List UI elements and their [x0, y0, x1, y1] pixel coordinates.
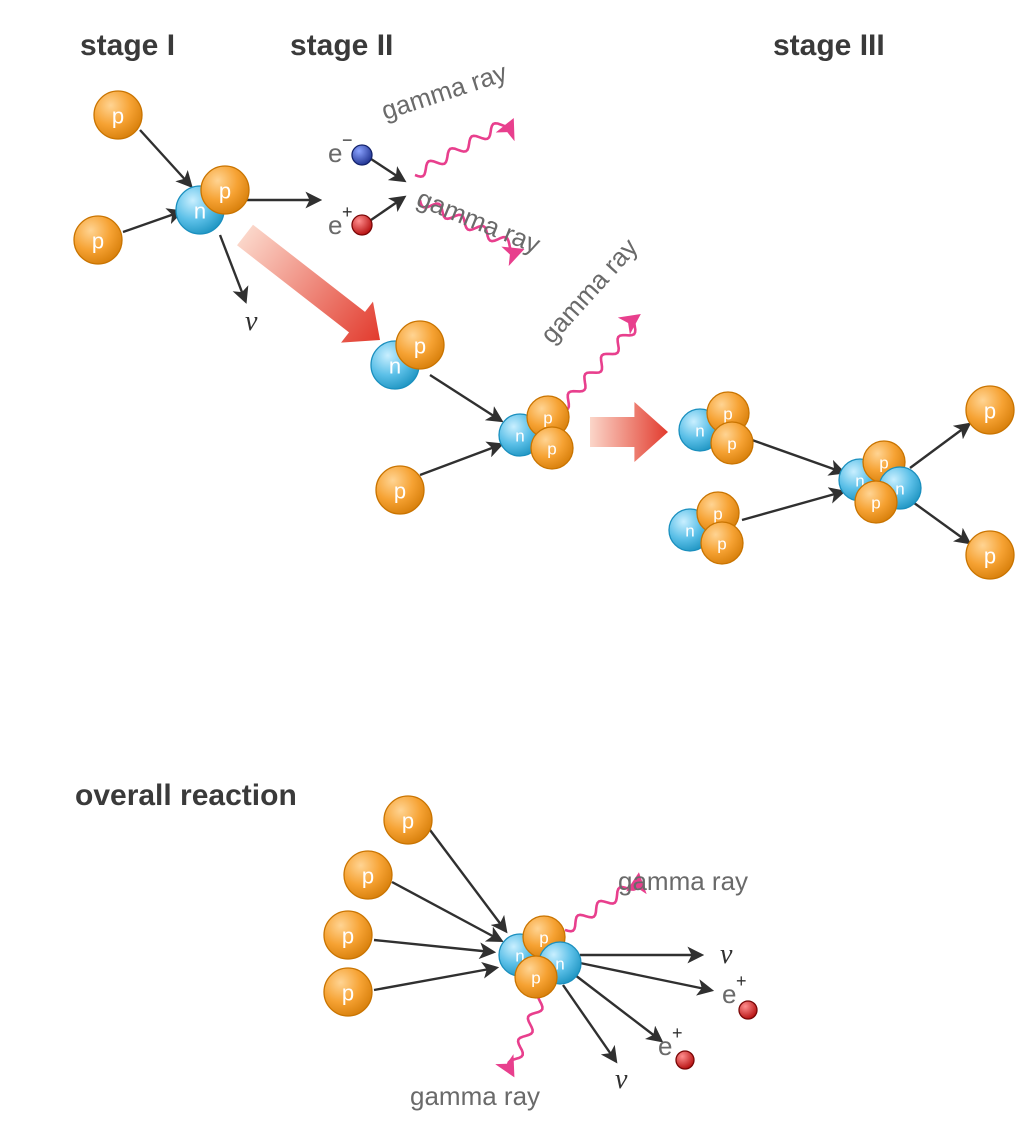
proton-particle: p	[396, 321, 444, 369]
label-sup: +	[736, 971, 747, 991]
particle-label: p	[342, 924, 354, 949]
proton-particle: p	[531, 427, 573, 469]
label-e_minus: e	[328, 138, 342, 168]
label-stage3: stage III	[773, 29, 885, 62]
particle-label: p	[414, 334, 426, 359]
label-sup: +	[672, 1023, 683, 1043]
proton-particle: p	[711, 422, 753, 464]
particle-label: p	[219, 179, 231, 204]
reaction-arrow	[563, 985, 615, 1060]
positron-particle	[739, 1001, 757, 1019]
proton-particle: p	[966, 531, 1014, 579]
reaction-arrow	[374, 968, 495, 990]
big-arrow	[229, 214, 396, 360]
pp-chain-diagram: ppnpnppnppnppnppnpnpppppppnpnp stage Ist…	[0, 0, 1029, 1127]
particle-label: p	[112, 104, 124, 129]
proton-particle: p	[324, 911, 372, 959]
big-arrow	[590, 402, 668, 462]
particle-label: p	[92, 229, 104, 254]
particle-label: n	[685, 522, 694, 541]
proton-particle: p	[94, 91, 142, 139]
gamma-ray-arrow	[508, 990, 545, 1073]
particle-label: p	[342, 981, 354, 1006]
proton-particle: p	[966, 386, 1014, 434]
particle-label: p	[984, 544, 996, 569]
label-gamma: gamma ray	[410, 1081, 540, 1111]
particle-label: p	[879, 454, 888, 473]
particle-label: p	[531, 969, 540, 988]
particle-label: n	[695, 422, 704, 441]
label-gamma: gamma ray	[534, 232, 643, 349]
particle-label: p	[402, 809, 414, 834]
reaction-arrow	[910, 500, 968, 542]
label-nu: ν	[720, 939, 733, 970]
particle-label: p	[713, 505, 722, 524]
proton-particle: p	[376, 466, 424, 514]
reaction-arrow	[371, 198, 403, 220]
label-sup: −	[342, 130, 353, 150]
particle-label: p	[539, 929, 548, 948]
label-overall: overall reaction	[75, 779, 297, 812]
gamma-ray-arrow	[415, 123, 512, 177]
positron-particle	[676, 1051, 694, 1069]
reaction-arrow	[371, 159, 403, 180]
proton-particle: p	[515, 956, 557, 998]
label-e_plus: e	[328, 210, 342, 240]
particle-label: p	[547, 440, 556, 459]
proton-particle: p	[384, 796, 432, 844]
label-gamma: gamma ray	[618, 866, 748, 896]
electron-particle	[352, 145, 372, 165]
particle-label: p	[543, 409, 552, 428]
proton-particle: p	[344, 851, 392, 899]
particle-label: p	[717, 535, 726, 554]
label-nu: ν	[615, 1064, 628, 1095]
label-e_plus: e	[722, 979, 736, 1009]
particle-label: p	[723, 405, 732, 424]
proton-particle: p	[74, 216, 122, 264]
particle-label: p	[362, 864, 374, 889]
proton-particle: p	[201, 166, 249, 214]
positron-particle	[352, 215, 372, 235]
particle-label: p	[984, 399, 996, 424]
reaction-arrow	[910, 425, 968, 468]
reaction-arrow	[123, 212, 180, 232]
proton-particle: p	[855, 481, 897, 523]
reaction-arrow	[392, 882, 500, 940]
label-gamma: gamma ray	[378, 57, 511, 126]
label-stage2: stage II	[290, 29, 393, 62]
label-stage1: stage I	[80, 29, 175, 62]
reaction-arrow	[430, 830, 505, 930]
reaction-arrow	[140, 130, 190, 185]
reaction-arrow	[430, 375, 500, 420]
label-sup: +	[342, 202, 353, 222]
particle-label: n	[515, 427, 524, 446]
particle-label: p	[727, 435, 736, 454]
label-gamma: gamma ray	[413, 183, 545, 260]
particle-label: p	[871, 494, 880, 513]
reaction-arrow	[575, 975, 660, 1040]
reaction-arrow	[580, 963, 710, 990]
reaction-arrow	[420, 445, 500, 475]
particle-label: p	[394, 479, 406, 504]
proton-particle: p	[701, 522, 743, 564]
reaction-arrow	[742, 492, 842, 520]
label-e_plus: e	[658, 1031, 672, 1061]
reaction-arrow	[752, 440, 842, 472]
reaction-arrow	[374, 940, 492, 952]
proton-particle: p	[324, 968, 372, 1016]
label-nu: ν	[245, 306, 258, 337]
